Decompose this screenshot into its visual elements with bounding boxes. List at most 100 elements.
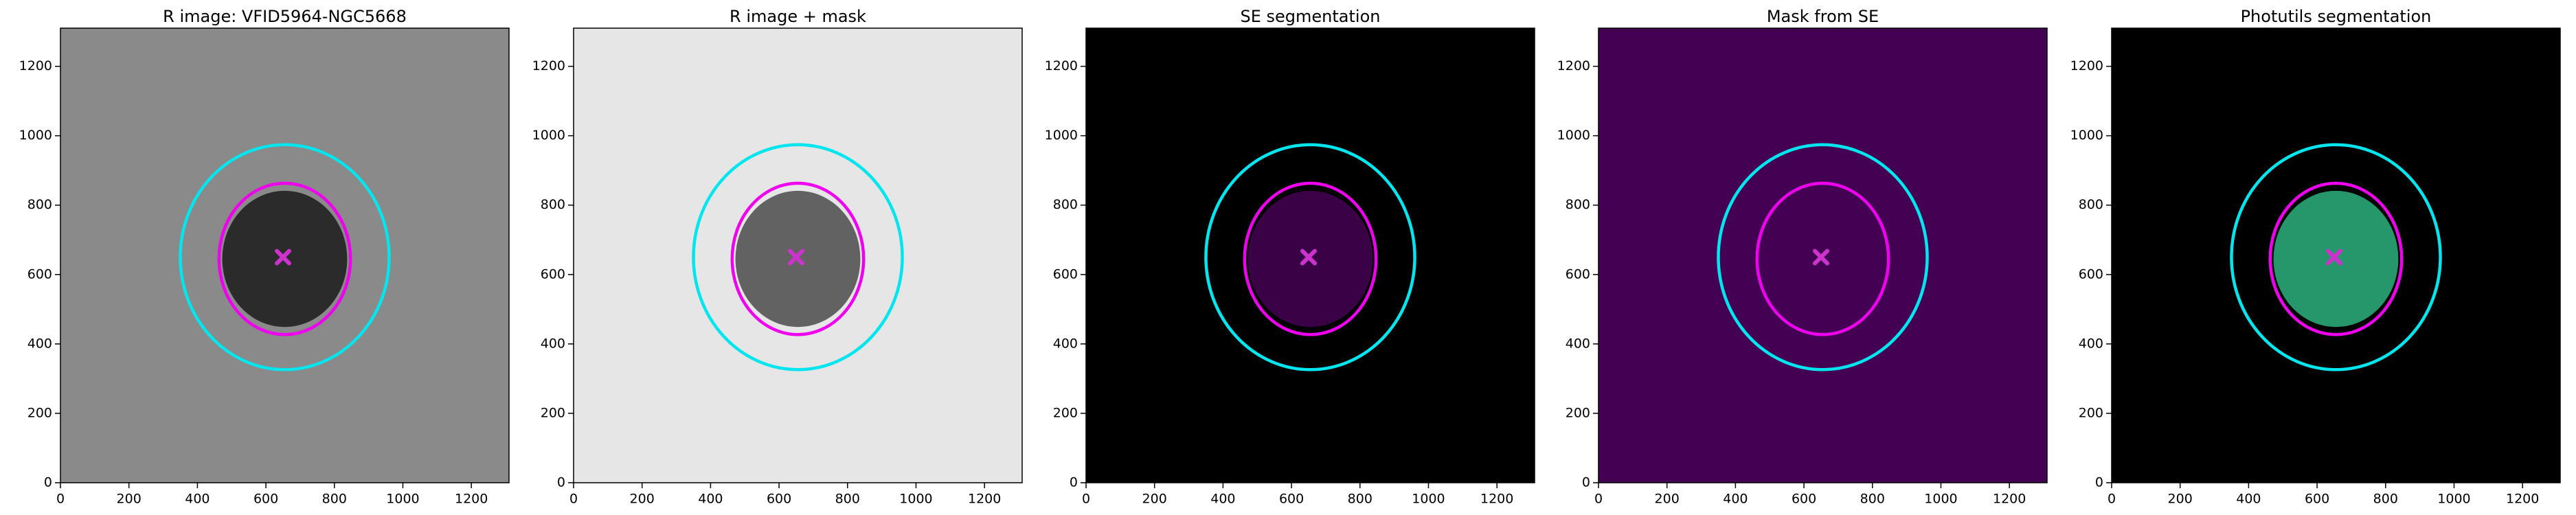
x-tick-label: 600 <box>2305 492 2329 507</box>
panel: 0 200 400 600 800 1000 1200 0 200 400 600 800 1000 12… <box>1557 7 2048 507</box>
y-tick-label: 0 <box>44 475 52 490</box>
x-tick-label: 200 <box>630 492 655 507</box>
panel-title: Mask from SE <box>1767 7 1879 26</box>
x-tick-label: 600 <box>1792 492 1816 507</box>
y-tick-label: 1000 <box>2070 128 2103 143</box>
panel: 0 200 400 600 800 1000 1200 0 200 400 600 800 1000 12… <box>19 7 510 507</box>
x-tick-label: 800 <box>835 492 860 507</box>
y-tick-label: 1200 <box>19 58 52 73</box>
center-marker <box>1813 249 1830 266</box>
panel-title: R image + mask <box>730 7 866 26</box>
image-content <box>179 143 391 371</box>
y-tick-label: 200 <box>1566 405 1590 420</box>
x-tick-label: 1200 <box>2506 492 2539 507</box>
x-tick-label: 1000 <box>1924 492 1957 507</box>
x-tick-label: 0 <box>1594 492 1603 507</box>
y-tick-label: 400 <box>2079 336 2103 351</box>
image-content <box>692 143 904 371</box>
y-tick-label: 0 <box>1582 475 1590 490</box>
y-tick-label: 1200 <box>1557 58 1590 73</box>
x-tick-label: 1000 <box>386 492 419 507</box>
x-tick-label: 200 <box>117 492 142 507</box>
x-tick-label: 600 <box>767 492 791 507</box>
panel-title: Photutils segmentation <box>2241 7 2432 26</box>
y-tick-label: 800 <box>541 197 565 212</box>
aperture-ellipse <box>692 143 904 371</box>
x-tick-label: 0 <box>569 492 578 507</box>
x-tick-label: 600 <box>253 492 278 507</box>
center-marker <box>788 249 805 266</box>
y-tick-label: 1000 <box>1557 128 1590 143</box>
x-tick-label: 0 <box>1082 492 1090 507</box>
center-marker <box>1300 249 1318 266</box>
x-tick-label: 800 <box>322 492 347 507</box>
y-tick-label: 400 <box>1053 336 1078 351</box>
x-tick-label: 800 <box>1348 492 1372 507</box>
y-tick-label: 0 <box>557 475 565 490</box>
x-tick-label: 1200 <box>1993 492 2026 507</box>
aperture-ellipse <box>2230 143 2442 371</box>
x-tick-label: 400 <box>1210 492 1235 507</box>
x-tick-label: 0 <box>56 492 65 507</box>
y-tick-label: 1000 <box>19 128 52 143</box>
y-tick-label: 600 <box>541 266 565 282</box>
x-tick-label: 0 <box>2108 492 2116 507</box>
image-content <box>1204 143 1416 371</box>
aperture-ellipse <box>1755 181 1890 336</box>
y-tick-label: 1000 <box>1045 128 1078 143</box>
x-tick-label: 400 <box>2236 492 2261 507</box>
x-tick-label: 1000 <box>2437 492 2470 507</box>
axes-frame <box>1085 27 1535 483</box>
y-tick-label: 200 <box>27 405 52 420</box>
y-tick-label: 800 <box>1053 197 1078 212</box>
y-tick-label: 600 <box>1053 266 1078 282</box>
x-tick-label: 1000 <box>1412 492 1445 507</box>
y-tick-label: 200 <box>1053 405 1078 420</box>
y-tick-label: 600 <box>2079 266 2103 282</box>
panel-title: R image: VFID5964-NGC5668 <box>163 7 407 26</box>
axes-frame <box>1598 27 2048 483</box>
y-tick-label: 200 <box>541 405 565 420</box>
aperture-ellipse <box>1717 143 1929 371</box>
x-tick-label: 400 <box>698 492 723 507</box>
panel: 0 200 400 600 800 1000 1200 0 200 400 600 800 1000 12… <box>532 7 1023 507</box>
y-tick-label: 800 <box>27 197 52 212</box>
axes-frame <box>573 27 1023 483</box>
aperture-ellipse <box>730 181 866 336</box>
y-tick-label: 0 <box>1070 475 1078 490</box>
aperture-ellipse <box>2268 181 2404 336</box>
x-tick-label: 400 <box>1723 492 1748 507</box>
x-tick-label: 200 <box>2168 492 2193 507</box>
y-tick-label: 600 <box>27 266 52 282</box>
x-tick-label: 1200 <box>1480 492 1513 507</box>
axes-frame <box>2111 27 2561 483</box>
y-tick-label: 600 <box>1566 266 1590 282</box>
center-marker <box>2326 249 2343 266</box>
image-content <box>2230 143 2442 371</box>
y-tick-label: 1200 <box>2070 58 2103 73</box>
y-tick-label: 1000 <box>532 128 565 143</box>
x-tick-label: 600 <box>1279 492 1304 507</box>
y-tick-label: 800 <box>1566 197 1590 212</box>
panel-title: SE segmentation <box>1241 7 1381 26</box>
x-tick-label: 800 <box>2373 492 2398 507</box>
x-tick-label: 800 <box>1860 492 1885 507</box>
y-tick-label: 400 <box>1566 336 1590 351</box>
aperture-ellipse <box>179 143 391 371</box>
x-tick-label: 1200 <box>968 492 1001 507</box>
y-tick-label: 400 <box>27 336 52 351</box>
aperture-ellipse <box>1243 181 1378 336</box>
x-tick-label: 200 <box>1655 492 1680 507</box>
y-tick-label: 1200 <box>532 58 565 73</box>
image-content <box>1717 143 1929 371</box>
panel: 0 200 400 600 800 1000 1200 0 200 400 600 800 1000 12… <box>2070 7 2561 507</box>
x-tick-label: 1000 <box>899 492 932 507</box>
y-tick-label: 1200 <box>1045 58 1078 73</box>
x-tick-label: 400 <box>185 492 210 507</box>
x-tick-label: 1200 <box>455 492 488 507</box>
y-tick-label: 200 <box>2079 405 2103 420</box>
aperture-ellipse <box>1204 143 1416 371</box>
y-tick-label: 400 <box>541 336 565 351</box>
center-marker <box>275 249 292 266</box>
